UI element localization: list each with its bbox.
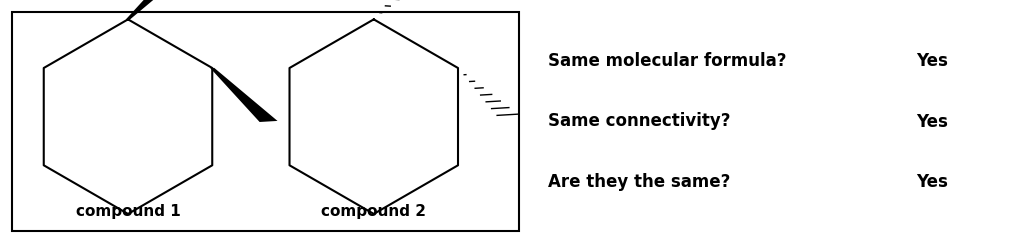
Polygon shape [126, 0, 194, 19]
Bar [12, 12, 519, 231]
Text: Yes: Yes [916, 52, 948, 70]
Polygon shape [210, 68, 278, 122]
Text: Are they the same?: Are they the same? [548, 173, 730, 191]
Text: Same connectivity?: Same connectivity? [548, 113, 730, 130]
Text: compound 1: compound 1 [76, 204, 180, 219]
Text: Yes: Yes [916, 173, 948, 191]
Text: compound 2: compound 2 [322, 204, 426, 219]
Text: Yes: Yes [916, 113, 948, 130]
Text: Same molecular formula?: Same molecular formula? [548, 52, 786, 70]
